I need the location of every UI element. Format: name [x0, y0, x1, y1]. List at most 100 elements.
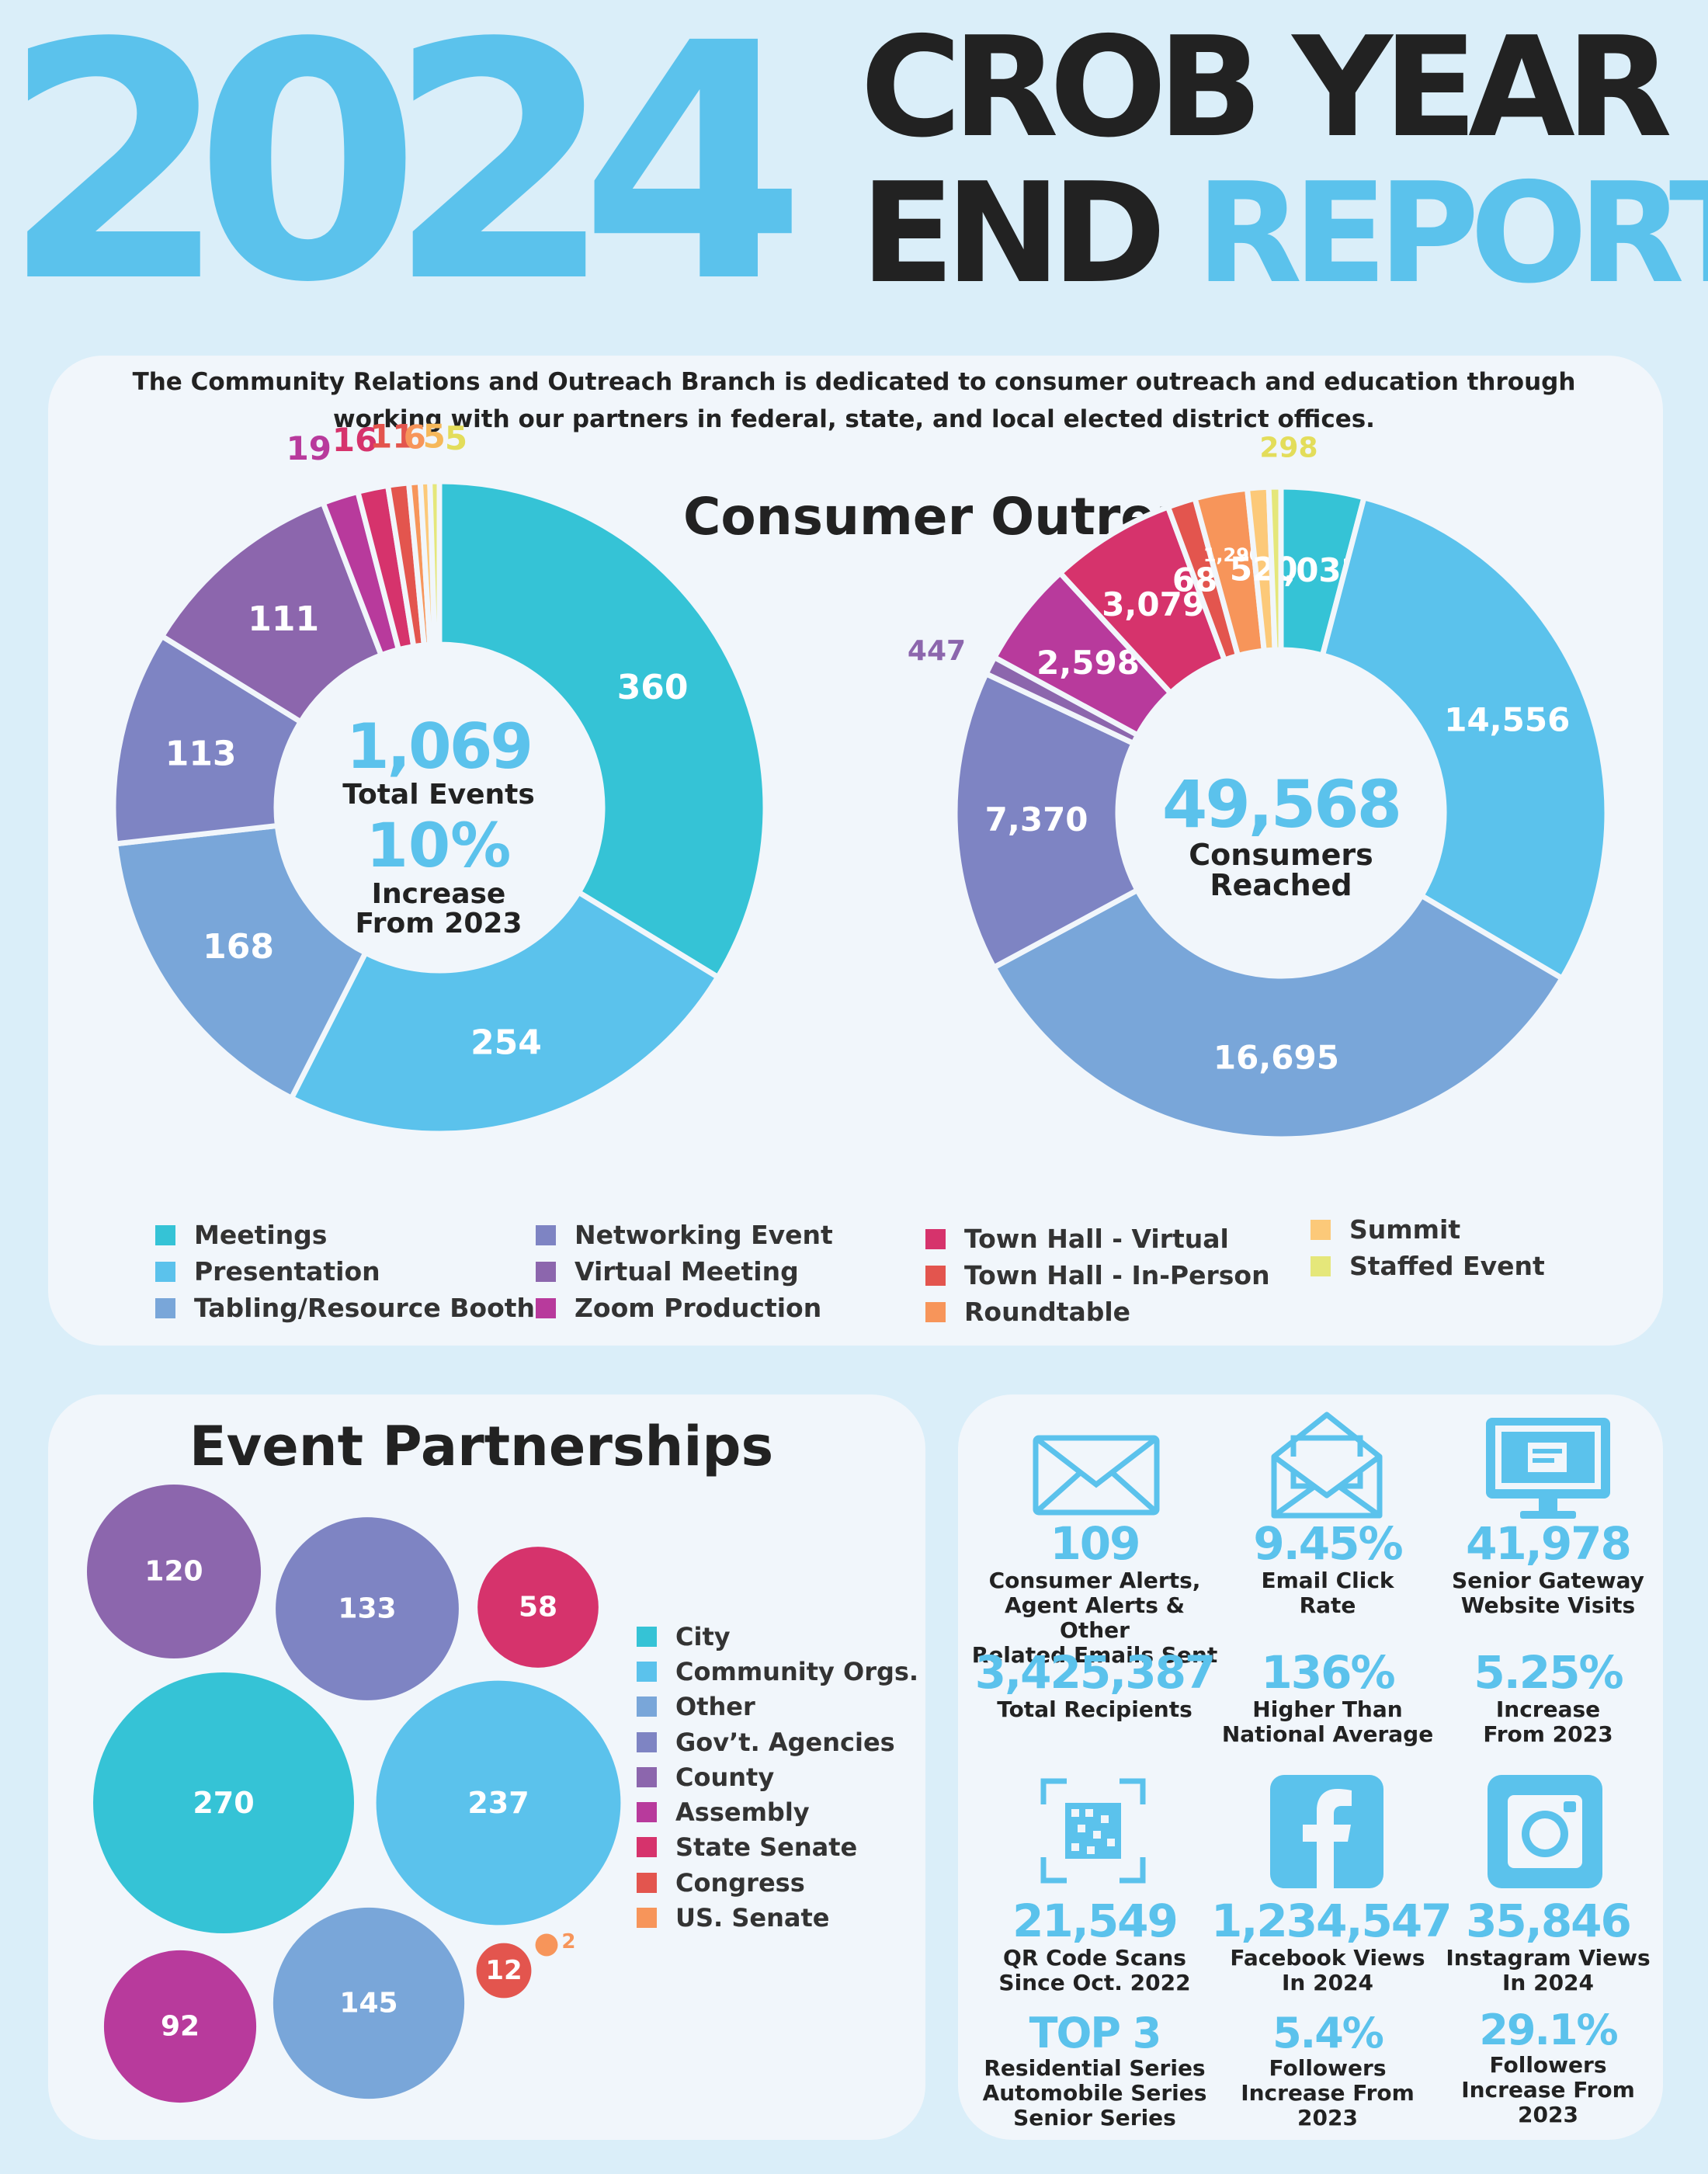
monitor-icon: [1486, 1418, 1610, 1519]
total-events-value: 1,069: [345, 710, 533, 783]
stat-click-rate: 9.45% Email Click Rate: [1211, 1519, 1444, 1618]
top3-value: TOP 3: [1029, 2009, 1162, 2058]
legend-label: State Senate: [675, 1832, 858, 1863]
legend-swatch: [1311, 1219, 1331, 1240]
open-envelope-icon: [1271, 1412, 1383, 1519]
legend-label: County: [675, 1762, 775, 1792]
legend-label: Tabling/Resource Booth: [194, 1293, 536, 1323]
legend-label: Zoom Production: [575, 1293, 822, 1323]
legend-label: Roundtable: [964, 1297, 1131, 1327]
recipients-value: 3,425,387: [974, 1646, 1217, 1699]
chart1-label-networking-event: 113: [165, 735, 237, 774]
legend-label: Networking Event: [575, 1220, 833, 1250]
instagram-icon: [1488, 1775, 1602, 1888]
chart2-slice-tabling-resource-booth: [990, 886, 1566, 1142]
chart1-slice-virtual-meeting: [158, 499, 385, 726]
legend-label: Other: [675, 1692, 755, 1722]
partner-legend-item-gov-t-agencies: Gov’t. Agencies: [637, 1724, 918, 1759]
event-partnerships-legend: City Community Orgs. Other Gov’t. Agencies C…: [637, 1619, 918, 1936]
consumers-reached-value: 49,568: [1161, 766, 1402, 842]
legend-item-meetings: Meetings: [155, 1217, 535, 1253]
total-events-label: Total Events: [342, 779, 535, 811]
recipients-label: Total Recipients: [997, 1696, 1192, 1722]
chart1-slice-tabling-resource-booth: [112, 822, 370, 1103]
higher-value: 136%: [1261, 1646, 1395, 1699]
envelope-icon: [1033, 1435, 1160, 1516]
legend-swatch: [637, 1802, 657, 1823]
partner-legend-item-other: Other: [637, 1690, 918, 1724]
consumers-reached-label-2: Reached: [1210, 868, 1352, 902]
bubble-other: [273, 1907, 465, 2099]
legend-swatch: [925, 1228, 946, 1249]
legend-swatch: [155, 1297, 175, 1318]
legend-item-staffed-event: Staffed Event: [1311, 1248, 1545, 1284]
top3-label: Residential Series Automobile Series Sen…: [982, 2055, 1207, 2131]
legend-label: Town Hall - Virtual: [964, 1224, 1229, 1254]
legend-item-virtual-meeting: Virtual Meeting: [536, 1253, 833, 1290]
facebook-followers-label: Followers Increase From 2023: [1241, 2055, 1415, 2131]
legend-swatch: [925, 1265, 946, 1286]
chart1-label-presentation: 254: [470, 1023, 542, 1063]
website-label: Senior Gateway Website Visits: [1452, 1568, 1644, 1618]
event-partnerships-title: Event Partnerships: [189, 1415, 774, 1478]
chart1-label-tabling-resource-booth: 168: [203, 927, 274, 967]
consumers-reached-label-1: Consumers: [1189, 838, 1373, 872]
chart2-label-zoom-production: 2,598: [1036, 644, 1140, 682]
chart2-label-virtual-meeting: 447: [908, 635, 966, 667]
bubble-us-senate: [535, 1933, 558, 1957]
instagram-label: Instagram Views In 2024: [1446, 1945, 1651, 1995]
legend-label: Virtual Meeting: [575, 1256, 799, 1287]
bubble-congress: [476, 1943, 532, 1999]
stat-instagram: 35,846 Instagram Views In 2024: [1436, 1896, 1660, 1995]
chart1-label-virtual-meeting: 111: [248, 599, 319, 639]
emails-label: Consumer Alerts, Agent Alerts & Other Re…: [971, 1568, 1218, 1668]
increase-label-1: Increase: [371, 878, 506, 910]
chart1-label-town-hall-virtual: 16: [332, 421, 377, 459]
bubble-label-community-orgs: 237: [467, 1786, 529, 1820]
partner-legend-item-community-orgs: Community Orgs.: [637, 1654, 918, 1689]
legend-swatch: [637, 1626, 657, 1647]
legend-item-zoom-production: Zoom Production: [536, 1290, 833, 1326]
bubble-state-senate: [477, 1547, 599, 1668]
chart1-label-staffed-event: 5: [445, 419, 467, 457]
bubble-label-city: 270: [193, 1786, 254, 1820]
instagram-value: 35,846: [1466, 1894, 1632, 1947]
bubble-assembly: [103, 1950, 257, 2103]
instagram-followers-label: Followers Increase From 2023: [1461, 2052, 1635, 2127]
report-title-end: END: [860, 153, 1166, 314]
instagram-followers-value: 29.1%: [1479, 2006, 1618, 2054]
stat-website-increase: 5.25% Increase From 2023: [1436, 1648, 1660, 1747]
emails-value: 109: [1050, 1517, 1140, 1570]
chart2-slice-presentation: [1319, 494, 1610, 982]
bubble-county: [87, 1485, 261, 1658]
chart2-label-tabling-resource-booth: 16,695: [1213, 1038, 1339, 1076]
partner-legend-item-county: County: [637, 1759, 918, 1794]
stat-qr: 21,549 QR Code Scans Since Oct. 2022: [970, 1896, 1219, 1995]
facebook-followers-value: 5.4%: [1272, 2009, 1384, 2058]
legend-label: Community Orgs.: [675, 1656, 919, 1686]
legend-swatch: [925, 1301, 946, 1322]
legend-swatch: [637, 1837, 657, 1858]
bubble-label-congress: 12: [485, 1955, 522, 1986]
legend-item-tabling-resource-booth: Tabling/Resource Booth: [155, 1290, 535, 1326]
chart1-label-summit: 5: [423, 418, 446, 456]
higher-label: Higher Than National Average: [1221, 1696, 1434, 1747]
facebook-icon: [1270, 1775, 1383, 1888]
chart2-label-summit: 520: [1230, 550, 1298, 588]
outreach-legend-column: Networking Event Virtual Meeting Zoom Prod…: [536, 1217, 833, 1326]
legend-label: Summit: [1349, 1214, 1461, 1245]
stat-facebook-followers: 5.4% Followers Increase From 2023: [1211, 2011, 1444, 2131]
bubble-label-state-senate: 58: [519, 1592, 557, 1624]
bubble-label-county: 120: [144, 1556, 203, 1588]
legend-swatch: [637, 1696, 657, 1717]
stat-higher: 136% Higher Than National Average: [1211, 1648, 1444, 1747]
report-title-report: REPORT: [1196, 153, 1708, 314]
legend-label: Assembly: [675, 1797, 810, 1828]
legend-swatch: [637, 1908, 657, 1929]
partner-legend-item-assembly: Assembly: [637, 1794, 918, 1829]
click-rate-label: Email Click Rate: [1261, 1568, 1394, 1618]
stat-top3: TOP 3 Residential Series Automobile Seri…: [970, 2011, 1219, 2131]
events-center: 1,069 Total Events 10% Increase From 202…: [311, 714, 567, 939]
legend-item-networking-event: Networking Event: [536, 1217, 833, 1253]
